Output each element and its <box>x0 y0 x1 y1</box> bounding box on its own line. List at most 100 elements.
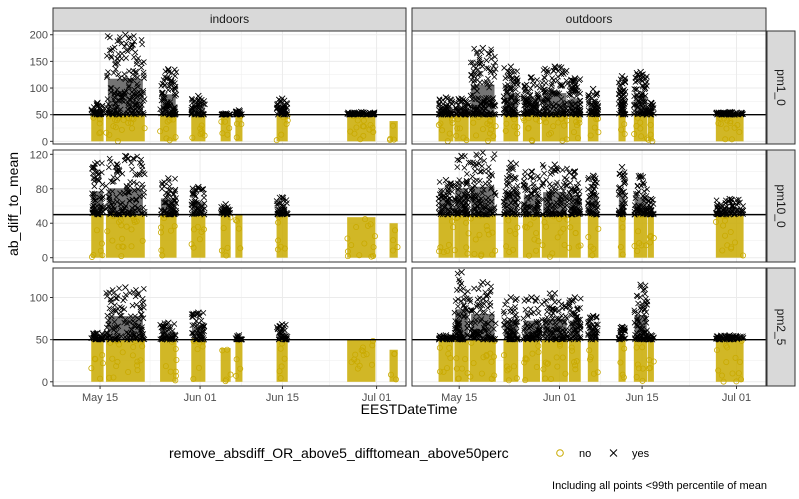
yes-point-peak <box>637 281 644 289</box>
no-point <box>167 227 174 234</box>
no-point <box>219 347 226 354</box>
yes-point <box>632 79 639 85</box>
no-point <box>505 217 512 224</box>
no-point <box>529 350 536 357</box>
no-point <box>550 123 557 130</box>
y-tick-label: 0 <box>42 136 48 148</box>
no-point <box>470 119 477 126</box>
yes-point <box>728 199 735 206</box>
yes-point <box>196 99 203 106</box>
yes-point <box>126 68 132 75</box>
no-point <box>453 365 460 372</box>
yes-point <box>189 97 195 103</box>
yes-point <box>99 160 105 167</box>
yes-points-core <box>504 93 518 115</box>
no-point <box>164 118 171 125</box>
no-point <box>224 244 231 251</box>
cluster-outdoors-pm2_5-6 <box>566 294 584 382</box>
no-point <box>281 355 288 362</box>
yes-point <box>106 305 113 312</box>
no-point <box>445 241 452 248</box>
yes-point <box>189 190 196 197</box>
no-point <box>196 236 203 243</box>
yes-point <box>478 49 485 56</box>
yes-points-core <box>648 337 654 340</box>
yes-points-core <box>160 332 176 340</box>
yes-point <box>133 61 140 67</box>
yes-point <box>461 102 468 109</box>
no-point <box>106 131 113 138</box>
no-point <box>570 129 577 136</box>
no-points-band <box>220 348 231 382</box>
yes-point <box>165 191 172 198</box>
no-point <box>488 126 495 133</box>
yes-point <box>488 46 495 53</box>
no-point <box>189 134 196 141</box>
yes-point <box>644 186 650 193</box>
yes-point <box>114 60 121 67</box>
no-point <box>354 358 361 365</box>
yes-point <box>103 290 110 296</box>
no-points-band <box>648 214 654 258</box>
yes-points-core <box>91 191 103 215</box>
cluster-outdoors-pm1_0-6 <box>566 75 584 142</box>
no-points-band <box>235 114 243 142</box>
no-points-band <box>568 214 581 258</box>
yes-point-peak <box>479 279 487 286</box>
yes-point <box>171 80 178 87</box>
no-point <box>348 242 355 249</box>
yes-point <box>572 77 578 84</box>
yes-points-core <box>569 98 581 115</box>
no-point <box>489 229 496 236</box>
yes-point <box>477 306 484 313</box>
no-points-band <box>618 214 626 258</box>
no-point <box>634 248 641 255</box>
no-point <box>278 363 285 370</box>
yes-point <box>464 171 470 177</box>
cluster-outdoors-pm2_5-2 <box>467 279 499 382</box>
yes-point <box>477 79 483 86</box>
no-point <box>219 130 226 137</box>
yes-point <box>559 81 565 88</box>
cluster-outdoors-pm1_0-11 <box>713 108 746 143</box>
no-point <box>109 355 116 362</box>
yes-point-peak <box>637 172 644 180</box>
no-point <box>556 342 563 349</box>
yes-point <box>464 296 471 303</box>
legend-yes-marker <box>609 449 618 457</box>
yes-point <box>469 173 476 180</box>
yes-point <box>577 295 584 302</box>
yes-point <box>117 309 124 315</box>
no-point <box>490 133 497 140</box>
y-tick-label: 200 <box>30 30 48 42</box>
yes-point <box>453 100 460 107</box>
no-point <box>119 235 126 242</box>
no-point <box>585 234 592 241</box>
no-points-band <box>541 214 568 258</box>
no-point <box>88 365 95 372</box>
no-point <box>197 125 204 132</box>
yes-point <box>128 160 135 166</box>
yes-points-core <box>471 84 495 115</box>
no-point <box>525 124 532 131</box>
no-points-band <box>587 339 599 382</box>
yes-point <box>129 166 136 173</box>
no-point <box>562 370 569 377</box>
no-point <box>514 130 521 137</box>
yes-point <box>111 44 118 51</box>
no-point <box>97 247 104 254</box>
no-points-band <box>633 214 648 258</box>
cluster-outdoors-pm2_5-1 <box>451 268 471 382</box>
cluster-indoors-pm2_5-6 <box>273 321 291 382</box>
yes-point <box>449 98 456 105</box>
no-point <box>733 378 740 385</box>
yes-points-core <box>235 112 243 115</box>
yes-point <box>631 309 638 316</box>
yes-point <box>475 286 482 292</box>
no-point <box>554 234 561 241</box>
yes-point <box>483 298 490 305</box>
yes-point <box>475 66 481 73</box>
yes-point <box>456 276 462 283</box>
yes-point <box>464 178 471 185</box>
no-points-band <box>568 114 581 142</box>
